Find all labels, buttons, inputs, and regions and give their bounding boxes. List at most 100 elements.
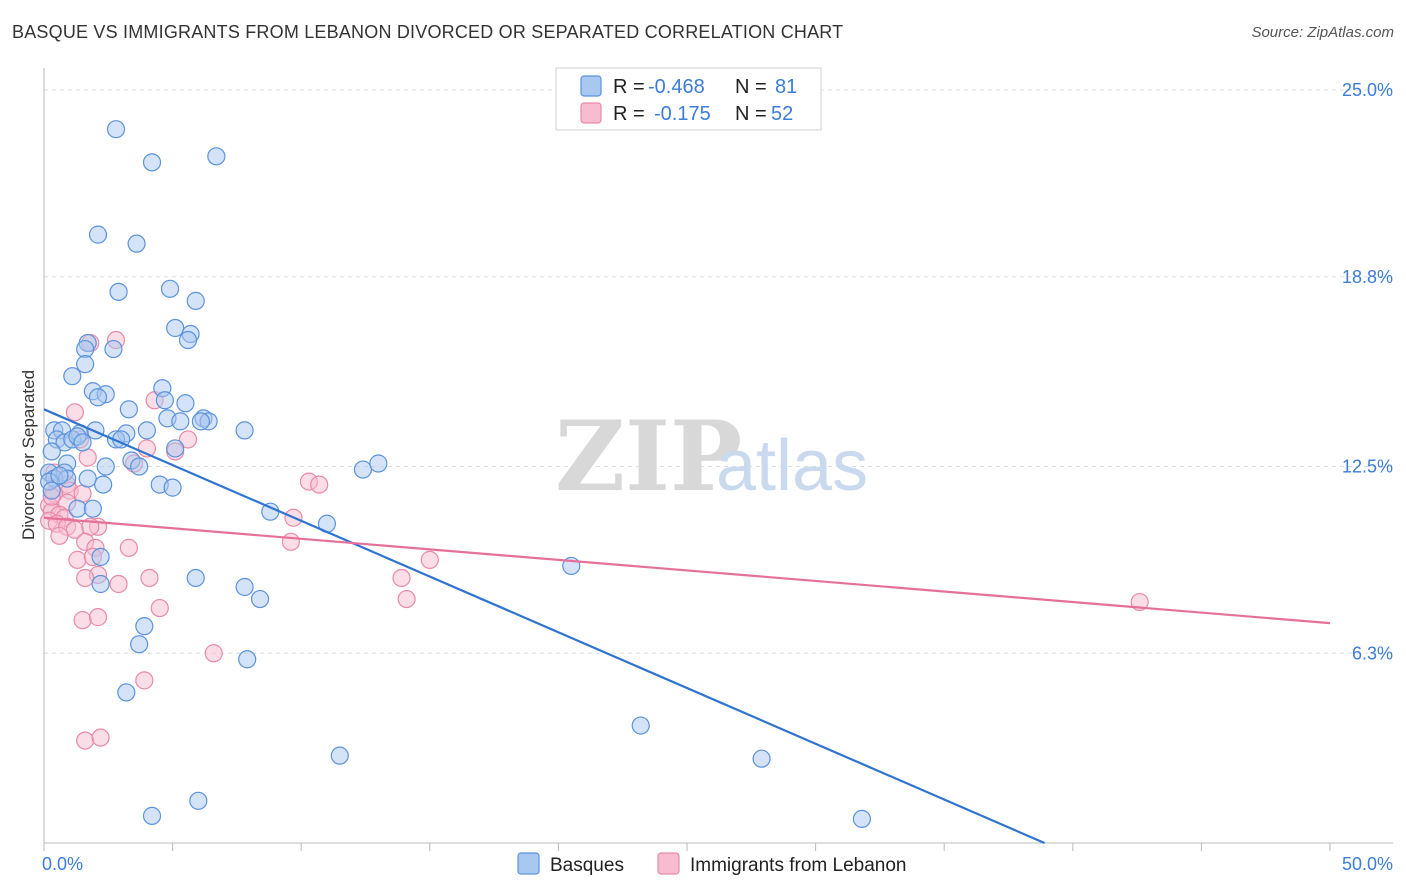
point-basques-79 [191,412,210,431]
point-basques-67 [135,617,154,636]
point-lebanon-38 [109,574,128,594]
point-lebanon-8 [78,448,97,467]
point-basques-10 [178,330,198,350]
x-tick-labels: 0.0% 50.0% [42,854,1393,874]
point-basques-46 [96,457,115,476]
point-basques-13 [104,339,123,359]
watermark-atlas: atlas [716,426,868,506]
point-basques-15 [63,367,82,386]
trend-line-lebanon [43,516,1331,625]
legend-swatch-lebanon [580,102,602,124]
point-basques-20 [155,391,174,410]
series-legend: Basques Immigrants from Lebanon [517,852,907,876]
point-basques-80 [130,457,149,476]
point-lebanon-34 [68,550,87,569]
point-lebanon-45 [73,611,92,630]
point-basques-64 [186,568,205,588]
point-basques-78 [73,433,92,452]
point-basques-56 [94,475,113,494]
point-basques-70 [117,683,136,702]
point-basques-58 [83,499,102,518]
point-lebanon-39 [140,568,159,588]
point-basques-72 [330,746,349,765]
legend-r-value-1: -0.468 [648,76,705,98]
series-basques-points [40,120,871,829]
point-lebanon-41 [420,550,439,569]
point-lebanon-5 [178,430,198,449]
legend-swatch-lebanon-bottom [657,852,680,875]
point-basques-6 [160,279,180,298]
point-basques-21 [176,394,195,413]
watermark: ZIP atlas [555,400,868,513]
point-basques-12 [76,339,95,359]
point-basques-65 [235,577,254,597]
point-basques-2 [207,147,226,166]
point-basques-47 [353,460,373,479]
point-lebanon-17 [73,484,92,503]
point-lebanon-46 [88,608,108,627]
point-basques-8 [166,318,185,338]
point-basques-1 [142,153,162,172]
x-tick-label-1: 50.0% [1342,854,1393,874]
legend-n-label-2: N = [735,103,767,125]
point-lebanon-42 [397,589,416,609]
point-basques-14 [76,355,95,374]
point-lebanon-28 [281,532,301,551]
legend-label-basques: Basques [550,855,624,876]
point-basques-51 [78,469,97,488]
point-lebanon-26 [50,526,69,545]
point-lebanon-44 [150,598,169,618]
legend-n-label-1: N = [735,76,767,98]
point-basques-74 [189,791,208,810]
y-tick-label-3: 25.0% [1342,80,1393,100]
watermark-zip: ZIP [555,400,742,513]
point-lebanon-11 [310,475,329,494]
trend-lines [43,408,1331,845]
point-basques-71 [631,716,650,735]
point-basques-5 [109,282,128,301]
point-basques-68 [130,635,149,654]
point-basques-62 [91,547,110,566]
legend-r-value-2: -0.175 [654,103,711,125]
legend-r-label-2: R = [613,103,645,125]
y-tick-labels: 6.3% 12.5% 18.8% 25.0% [1342,80,1393,663]
point-basques-69 [238,650,257,669]
point-basques-53 [42,481,61,500]
correlation-legend: R = -0.468 N = 81 R = -0.175 N = 52 [555,67,822,131]
point-basques-66 [250,589,270,609]
point-basques-26 [171,412,190,431]
point-basques-18 [88,388,108,407]
point-basques-76 [852,809,871,829]
point-lebanon-48 [135,671,154,690]
point-lebanon-3 [65,403,84,422]
point-lebanon-47 [204,644,223,663]
legend-swatch-basques-bottom [517,852,540,875]
point-basques-48 [369,454,388,473]
point-lebanon-50 [91,728,110,747]
point-lebanon-37 [76,568,95,588]
point-basques-30 [86,421,105,440]
y-tick-label-1: 12.5% [1342,457,1393,477]
legend-label-lebanon: Immigrants from Lebanon [690,855,907,876]
point-basques-77 [50,466,69,485]
point-basques-41 [42,442,61,461]
point-basques-57 [68,499,87,518]
y-tick-label-0: 6.3% [1352,643,1393,663]
point-basques-32 [137,421,156,440]
legend-n-value-2: 52 [771,103,793,125]
point-lebanon-49 [76,731,95,750]
point-basques-3 [88,225,108,244]
chart-title: BASQUE VS IMMIGRANTS FROM LEBANON DIVORC… [12,22,844,42]
point-basques-75 [142,806,162,825]
trend-line-basques [43,408,1045,845]
point-basques-40 [166,439,185,458]
point-basques-63 [91,574,110,594]
point-basques-0 [106,120,126,139]
source-label: Source: ZipAtlas.com [1251,24,1394,41]
gridlines [44,89,1393,654]
point-basques-7 [186,291,205,310]
legend-swatch-basques [580,75,602,97]
y-tick-label-2: 18.8% [1342,267,1393,287]
point-basques-73 [752,749,771,768]
